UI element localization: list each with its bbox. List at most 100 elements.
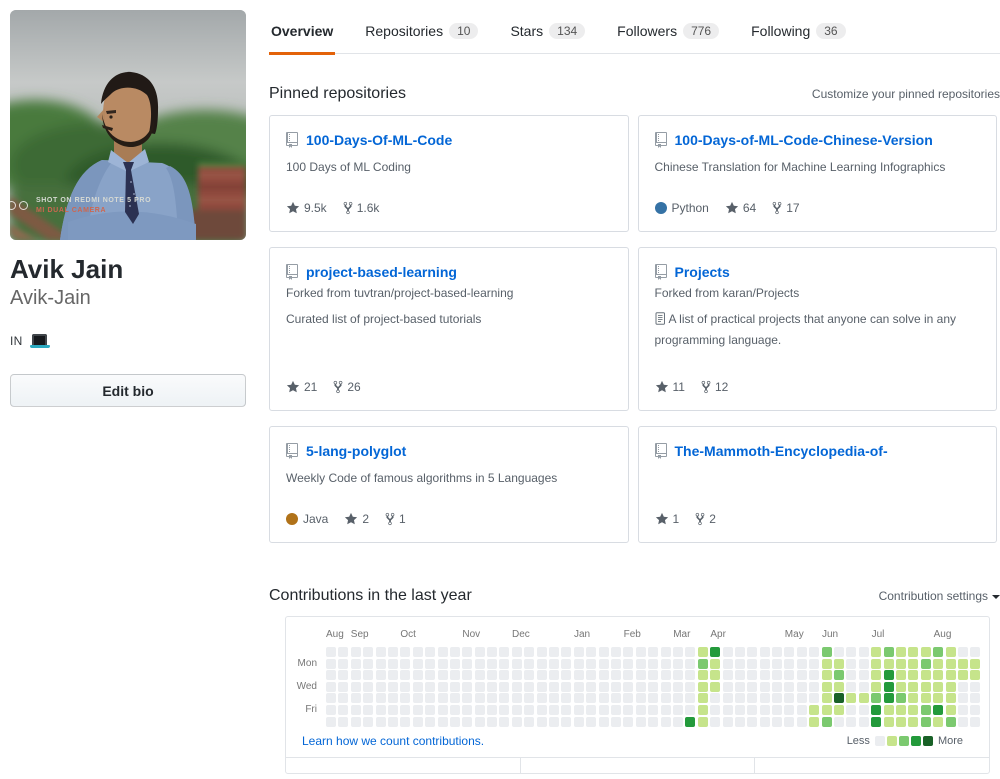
- repo-link[interactable]: Projects: [674, 264, 730, 280]
- contribution-cell[interactable]: [672, 716, 683, 727]
- contribution-cell[interactable]: [734, 693, 745, 704]
- contribution-cell[interactable]: [685, 693, 696, 704]
- contribution-cell[interactable]: [697, 658, 708, 669]
- contribution-cell[interactable]: [387, 716, 398, 727]
- contribution-cell[interactable]: [672, 704, 683, 715]
- contribution-cell[interactable]: [598, 670, 609, 681]
- contribution-cell[interactable]: [536, 658, 547, 669]
- contribution-cell[interactable]: [425, 704, 436, 715]
- contribution-cell[interactable]: [747, 693, 758, 704]
- contribution-cell[interactable]: [710, 704, 721, 715]
- contribution-cell[interactable]: [474, 658, 485, 669]
- contribution-cell[interactable]: [697, 670, 708, 681]
- contribution-cell[interactable]: [449, 681, 460, 692]
- contribution-cell[interactable]: [412, 670, 423, 681]
- contribution-cell[interactable]: [821, 681, 832, 692]
- contribution-cell[interactable]: [623, 670, 634, 681]
- contribution-cell[interactable]: [660, 681, 671, 692]
- contribution-cell[interactable]: [858, 681, 869, 692]
- contribution-cell[interactable]: [858, 704, 869, 715]
- forks-count[interactable]: 1: [385, 512, 406, 526]
- contribution-cell[interactable]: [375, 658, 386, 669]
- contribution-cell[interactable]: [586, 716, 597, 727]
- contribution-cell[interactable]: [499, 647, 510, 657]
- contribution-cell[interactable]: [462, 693, 473, 704]
- contribution-cell[interactable]: [784, 716, 795, 727]
- contribution-cell[interactable]: [326, 704, 336, 715]
- contribution-cell[interactable]: [412, 693, 423, 704]
- contribution-cell[interactable]: [511, 704, 522, 715]
- contribution-cell[interactable]: [437, 693, 448, 704]
- contribution-cell[interactable]: [561, 658, 572, 669]
- contribution-cell[interactable]: [970, 716, 981, 727]
- contribution-cell[interactable]: [437, 704, 448, 715]
- stargazers-count[interactable]: 9.5k: [286, 201, 327, 215]
- contribution-cell[interactable]: [586, 693, 597, 704]
- contribution-cell[interactable]: [462, 670, 473, 681]
- contribution-cell[interactable]: [957, 704, 968, 715]
- contribution-cell[interactable]: [772, 670, 783, 681]
- contribution-cell[interactable]: [796, 716, 807, 727]
- contribution-cell[interactable]: [425, 647, 436, 657]
- tab-overview[interactable]: Overview: [269, 23, 336, 55]
- contribution-cell[interactable]: [759, 670, 770, 681]
- contribution-cell[interactable]: [895, 647, 906, 657]
- contribution-cell[interactable]: [610, 670, 621, 681]
- contribution-cell[interactable]: [549, 716, 560, 727]
- contribution-cell[interactable]: [759, 658, 770, 669]
- contribution-cell[interactable]: [821, 670, 832, 681]
- tab-following[interactable]: Following 36: [749, 23, 848, 52]
- contribution-cell[interactable]: [722, 670, 733, 681]
- repo-link[interactable]: 100-Days-of-ML-Code-Chinese-Version: [674, 132, 933, 148]
- contribution-cell[interactable]: [908, 716, 919, 727]
- contribution-cell[interactable]: [945, 704, 956, 715]
- contribution-cell[interactable]: [412, 716, 423, 727]
- contribution-cell[interactable]: [375, 681, 386, 692]
- contribution-cell[interactable]: [759, 681, 770, 692]
- contribution-cell[interactable]: [326, 647, 336, 657]
- contribution-cell[interactable]: [524, 658, 535, 669]
- contribution-cell[interactable]: [920, 681, 931, 692]
- contribution-cell[interactable]: [400, 681, 411, 692]
- contribution-cell[interactable]: [610, 704, 621, 715]
- contribution-cell[interactable]: [697, 693, 708, 704]
- repo-link[interactable]: project-based-learning: [306, 264, 457, 280]
- contribution-cell[interactable]: [796, 658, 807, 669]
- contribution-cell[interactable]: [945, 658, 956, 669]
- contribution-cell[interactable]: [400, 647, 411, 657]
- contribution-cell[interactable]: [561, 670, 572, 681]
- contribution-cell[interactable]: [462, 716, 473, 727]
- tab-followers[interactable]: Followers 776: [615, 23, 721, 52]
- contribution-cell[interactable]: [449, 704, 460, 715]
- contribution-cell[interactable]: [561, 693, 572, 704]
- contribution-cell[interactable]: [685, 658, 696, 669]
- contribution-cell[interactable]: [648, 704, 659, 715]
- contribution-cell[interactable]: [623, 681, 634, 692]
- contribution-cell[interactable]: [772, 647, 783, 657]
- contribution-cell[interactable]: [524, 647, 535, 657]
- contribution-cell[interactable]: [883, 670, 894, 681]
- contribution-cell[interactable]: [511, 716, 522, 727]
- contribution-cell[interactable]: [970, 693, 981, 704]
- tab-repositories[interactable]: Repositories 10: [363, 23, 480, 52]
- contribution-cell[interactable]: [623, 693, 634, 704]
- contribution-cell[interactable]: [933, 658, 944, 669]
- contribution-cell[interactable]: [586, 647, 597, 657]
- contribution-cell[interactable]: [834, 647, 845, 657]
- contribution-cell[interactable]: [610, 716, 621, 727]
- contribution-cell[interactable]: [908, 647, 919, 657]
- contribution-cell[interactable]: [412, 681, 423, 692]
- contribution-cell[interactable]: [809, 658, 820, 669]
- contribution-cell[interactable]: [487, 670, 498, 681]
- contribution-cell[interactable]: [685, 704, 696, 715]
- contribution-cell[interactable]: [449, 693, 460, 704]
- contribution-cell[interactable]: [933, 670, 944, 681]
- contribution-cell[interactable]: [945, 716, 956, 727]
- contribution-cell[interactable]: [660, 670, 671, 681]
- contribution-cell[interactable]: [895, 693, 906, 704]
- contribution-cell[interactable]: [908, 704, 919, 715]
- contribution-cell[interactable]: [499, 704, 510, 715]
- contribution-cell[interactable]: [871, 658, 882, 669]
- contribution-cell[interactable]: [821, 716, 832, 727]
- contribution-settings-button[interactable]: Contribution settings: [879, 589, 1000, 603]
